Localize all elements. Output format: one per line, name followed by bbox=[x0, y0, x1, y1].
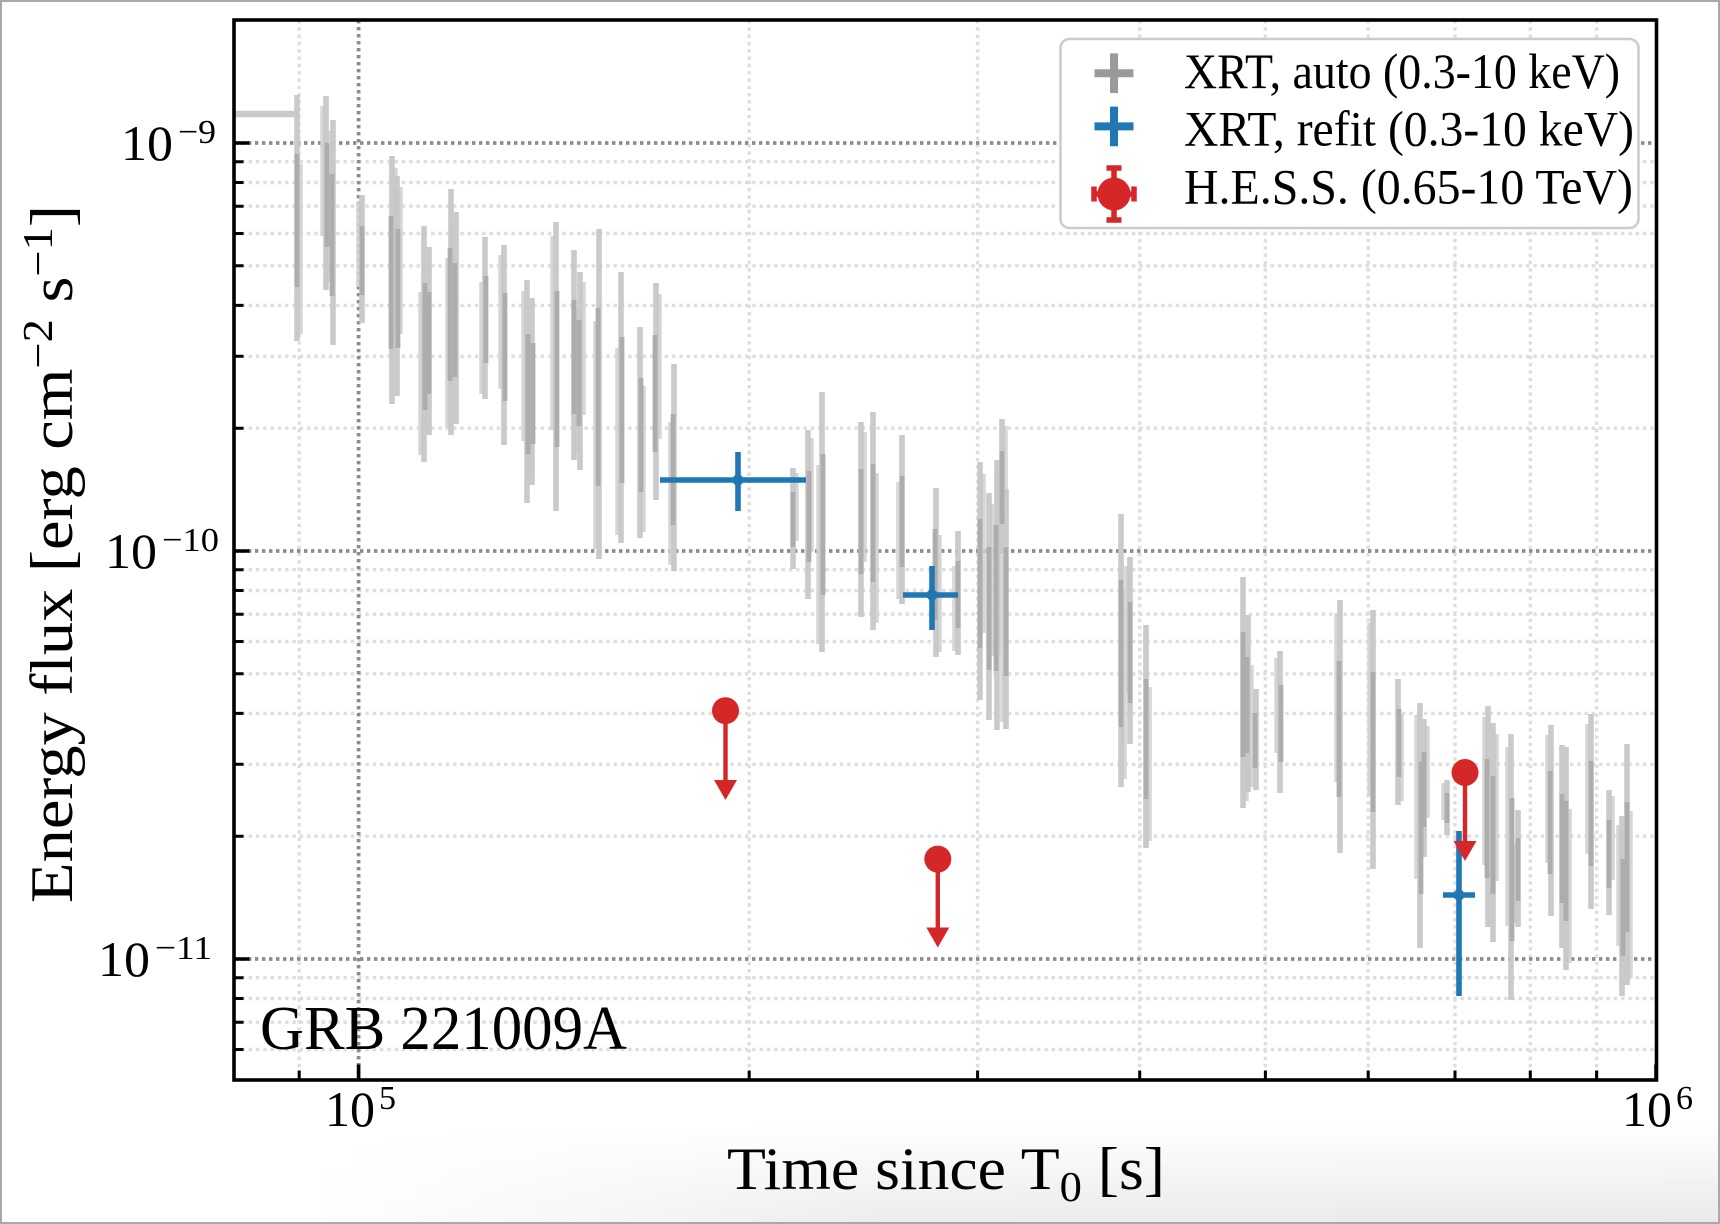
svg-text:10: 10 bbox=[1622, 1081, 1672, 1137]
svg-text:XRT, auto (0.3-10 keV): XRT, auto (0.3-10 keV) bbox=[1184, 43, 1620, 99]
svg-text:Energy flux [erg cm−2 s−1]: Energy flux [erg cm−2 s−1] bbox=[16, 205, 85, 903]
svg-text:−11: −11 bbox=[155, 930, 212, 967]
svg-text:10: 10 bbox=[121, 115, 173, 171]
svg-text:GRB 221009A: GRB 221009A bbox=[260, 995, 627, 1063]
svg-text:XRT, refit (0.3-10 keV): XRT, refit (0.3-10 keV) bbox=[1184, 101, 1634, 157]
svg-text:−10: −10 bbox=[162, 522, 219, 559]
svg-text:H.E.S.S. (0.65-10 TeV): H.E.S.S. (0.65-10 TeV) bbox=[1184, 158, 1633, 214]
svg-text:5: 5 bbox=[379, 1080, 396, 1117]
svg-text:10: 10 bbox=[325, 1081, 375, 1137]
svg-text:10: 10 bbox=[98, 931, 150, 987]
svg-text:Time since T0 [s]: Time since T0 [s] bbox=[727, 1136, 1165, 1211]
svg-text:−9: −9 bbox=[178, 114, 216, 151]
svg-text:6: 6 bbox=[1676, 1080, 1693, 1117]
svg-text:10: 10 bbox=[105, 523, 157, 579]
